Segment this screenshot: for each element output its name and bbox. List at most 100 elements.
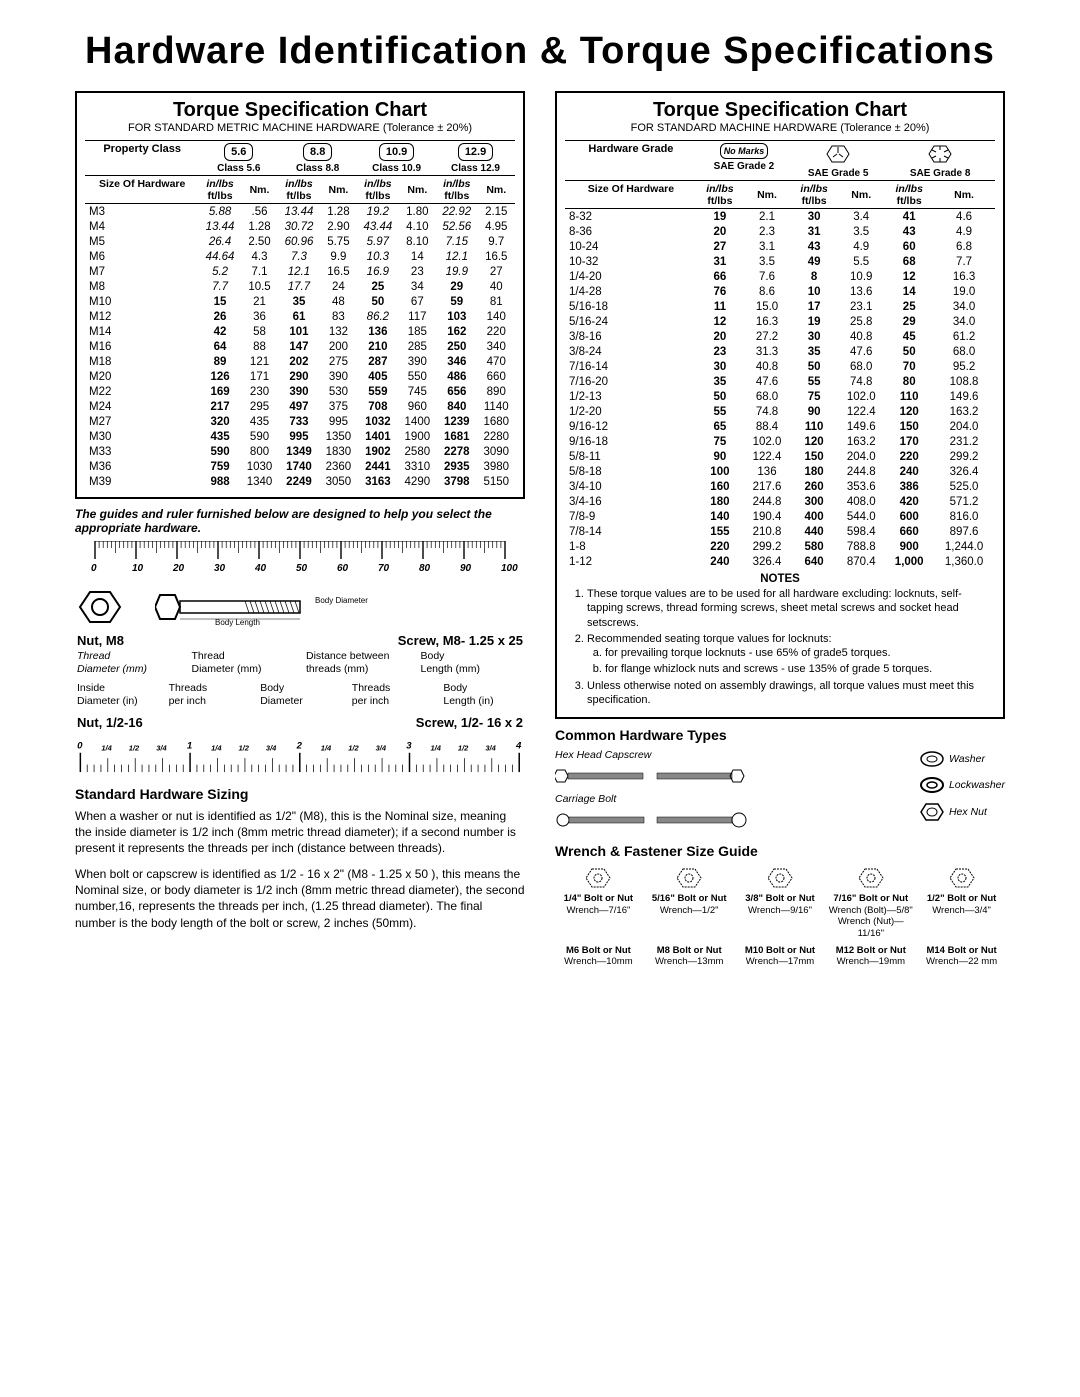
svg-text:50: 50 — [296, 563, 308, 574]
table-row: 8-32192.1303.4414.6 — [565, 209, 995, 225]
hex-cap-label: Hex Head Capscrew — [555, 749, 907, 761]
table-row: M35.88.5613.441.2819.21.8022.922.15 — [85, 204, 515, 220]
table-row: M22169230390530559745656890 — [85, 384, 515, 399]
sae-grade-8: SAE Grade 8 — [885, 141, 995, 181]
table-row: 9/16-126588.4110149.6150204.0 — [565, 419, 995, 434]
unit-nm: Nm. — [241, 176, 278, 204]
std-sizing-title: Standard Hardware Sizing — [75, 786, 525, 802]
wrench-item: M10 Bolt or NutWrench—17mm — [737, 945, 824, 968]
wrench-item: 1/4" Bolt or NutWrench—7/16" — [555, 865, 642, 939]
right-column: Torque Specification Chart FOR STANDARD … — [555, 91, 1005, 968]
svg-text:1/2: 1/2 — [458, 743, 469, 752]
svg-text:Body Diameter: Body Diameter — [315, 596, 368, 605]
prop-class-label: Property Class — [85, 141, 199, 176]
unit-inlbs: in/lbsft/lbs — [199, 176, 240, 204]
hexnut-icon — [919, 801, 945, 823]
svg-text:40: 40 — [254, 563, 267, 574]
table-row: 7/16-203547.65574.880108.8 — [565, 374, 995, 389]
carriage-label: Carriage Bolt — [555, 793, 907, 805]
wrench-grid: 1/4" Bolt or NutWrench—7/16"5/16" Bolt o… — [555, 865, 1005, 967]
table-row: 5/8-18100136180244.8240326.4 — [565, 464, 995, 479]
svg-text:1/4: 1/4 — [431, 743, 442, 752]
sae-grade-5: SAE Grade 5 — [791, 141, 885, 181]
svg-text:10: 10 — [132, 563, 144, 574]
table-row: 3/8-242331.33547.65068.0 — [565, 344, 995, 359]
sae-table: Hardware Grade No MarksSAE Grade 2 SAE G… — [565, 140, 995, 569]
svg-text:90: 90 — [460, 563, 472, 574]
svg-text:1/4: 1/4 — [211, 743, 222, 752]
note-1: These torque values are to be used for a… — [587, 587, 995, 630]
ruler-mm-area: 0102030405060708090100 — [75, 541, 525, 581]
screw-metric-label: Screw, M8- 1.25 x 25 — [398, 633, 523, 648]
lockwasher-icon — [919, 775, 945, 795]
sae-size-header: Size Of Hardware — [565, 181, 697, 209]
svg-text:Body Length: Body Length — [215, 618, 260, 627]
unit-nm: Nm. — [478, 176, 515, 204]
table-row: 7/8-14155210.8440598.4660897.6 — [565, 524, 995, 539]
unit-nm: Nm. — [837, 181, 885, 209]
wrench-item: 3/8" Bolt or NutWrench—9/16" — [737, 865, 824, 939]
class-129: 12.9Class 12.9 — [436, 141, 515, 176]
table-row: 1-12240326.4640870.41,0001,360.0 — [565, 554, 995, 569]
guide-note: The guides and ruler furnished below are… — [75, 507, 525, 535]
sae-chart-title: Torque Specification Chart — [565, 99, 995, 122]
carriage-bolt-icon — [555, 809, 755, 831]
table-row: M87.710.517.72425342940 — [85, 279, 515, 294]
note-2: Recommended seating torque values for lo… — [587, 632, 995, 677]
table-row: M526.42.5060.965.755.978.107.159.7 — [85, 234, 515, 249]
table-row: M75.27.112.116.516.92319.927 — [85, 264, 515, 279]
svg-text:3/4: 3/4 — [376, 743, 387, 752]
unit-nm: Nm. — [933, 181, 995, 209]
unit-inlbs: in/lbsft/lbs — [357, 176, 398, 204]
table-row: M144258101132136185162220 — [85, 324, 515, 339]
bolt-icon: Body Diameter Body Length — [155, 587, 385, 627]
table-row: 1/2-205574.890122.4120163.2 — [565, 404, 995, 419]
nut-metric-label: Nut, M8 — [77, 633, 124, 648]
table-row: 3/4-16180244.8300408.0420571.2 — [565, 494, 995, 509]
table-row: 1/2-135068.075102.0110149.6 — [565, 389, 995, 404]
std-paragraph-2: When bolt or capscrew is identified as 1… — [75, 866, 525, 931]
note-3: Unless otherwise noted on assembly drawi… — [587, 679, 995, 708]
svg-text:1/4: 1/4 — [101, 743, 112, 752]
svg-text:80: 80 — [419, 563, 431, 574]
table-row: M367591030174023602441331029353980 — [85, 459, 515, 474]
table-row: M3043559099513501401190016812280 — [85, 429, 515, 444]
nut-imperial-label: Nut, 1/2-16 — [77, 715, 143, 730]
table-row: M33590800134918301902258022783090 — [85, 444, 515, 459]
std-paragraph-1: When a washer or nut is identified as 1/… — [75, 808, 525, 857]
unit-nm: Nm. — [399, 176, 436, 204]
unit-nm: Nm. — [743, 181, 791, 209]
table-row: M20126171290390405550486660 — [85, 369, 515, 384]
ruler-in-area: 012341/41/23/41/41/23/41/41/23/41/41/23/… — [75, 736, 525, 776]
table-row: M101521354850675981 — [85, 294, 515, 309]
wrench-item: 1/2" Bolt or NutWrench—3/4" — [918, 865, 1005, 939]
class-109: 10.9Class 10.9 — [357, 141, 436, 176]
table-row: M273204357339951032140012391680 — [85, 414, 515, 429]
wrench-item: M6 Bolt or NutWrench—10mm — [555, 945, 642, 968]
wrench-item: 5/16" Bolt or NutWrench—1/2" — [646, 865, 733, 939]
note-2b: for flange whizlock nuts and screws - us… — [605, 662, 995, 676]
unit-inlbs: in/lbsft/lbs — [791, 181, 837, 209]
unit-nm: Nm. — [320, 176, 357, 204]
table-row: 8-36202.3313.5434.9 — [565, 224, 995, 239]
imperial-terms: InsideDiameter (in) Threadsper inch Body… — [77, 682, 523, 708]
table-row: M122636618386.2117103140 — [85, 309, 515, 324]
sae-chart-subtitle: FOR STANDARD MACHINE HARDWARE (Tolerance… — [565, 122, 995, 134]
svg-text:20: 20 — [172, 563, 185, 574]
notes-list: These torque values are to be used for a… — [565, 587, 995, 707]
hw-types-title: Common Hardware Types — [555, 727, 1005, 743]
svg-text:1/2: 1/2 — [129, 743, 140, 752]
wrench-item: 7/16" Bolt or NutWrench (Bolt)—5/8" Wren… — [827, 865, 914, 939]
hex-capscrew-icon — [555, 765, 755, 787]
svg-text:100: 100 — [501, 563, 518, 574]
hex-6mark-icon — [927, 143, 953, 165]
unit-inlbs: in/lbsft/lbs — [697, 181, 743, 209]
svg-text:1/4: 1/4 — [321, 743, 332, 752]
table-row: 7/8-9140190.4400544.0600816.0 — [565, 509, 995, 524]
nut-hex-icon — [75, 587, 135, 627]
wrench-guide-title: Wrench & Fastener Size Guide — [555, 843, 1005, 859]
notes-title: NOTES — [565, 573, 995, 585]
page-title: Hardware Identification & Torque Specifi… — [75, 30, 1005, 73]
svg-text:4: 4 — [515, 740, 522, 751]
note-2a: for prevailing torque locknuts - use 65%… — [605, 646, 995, 660]
